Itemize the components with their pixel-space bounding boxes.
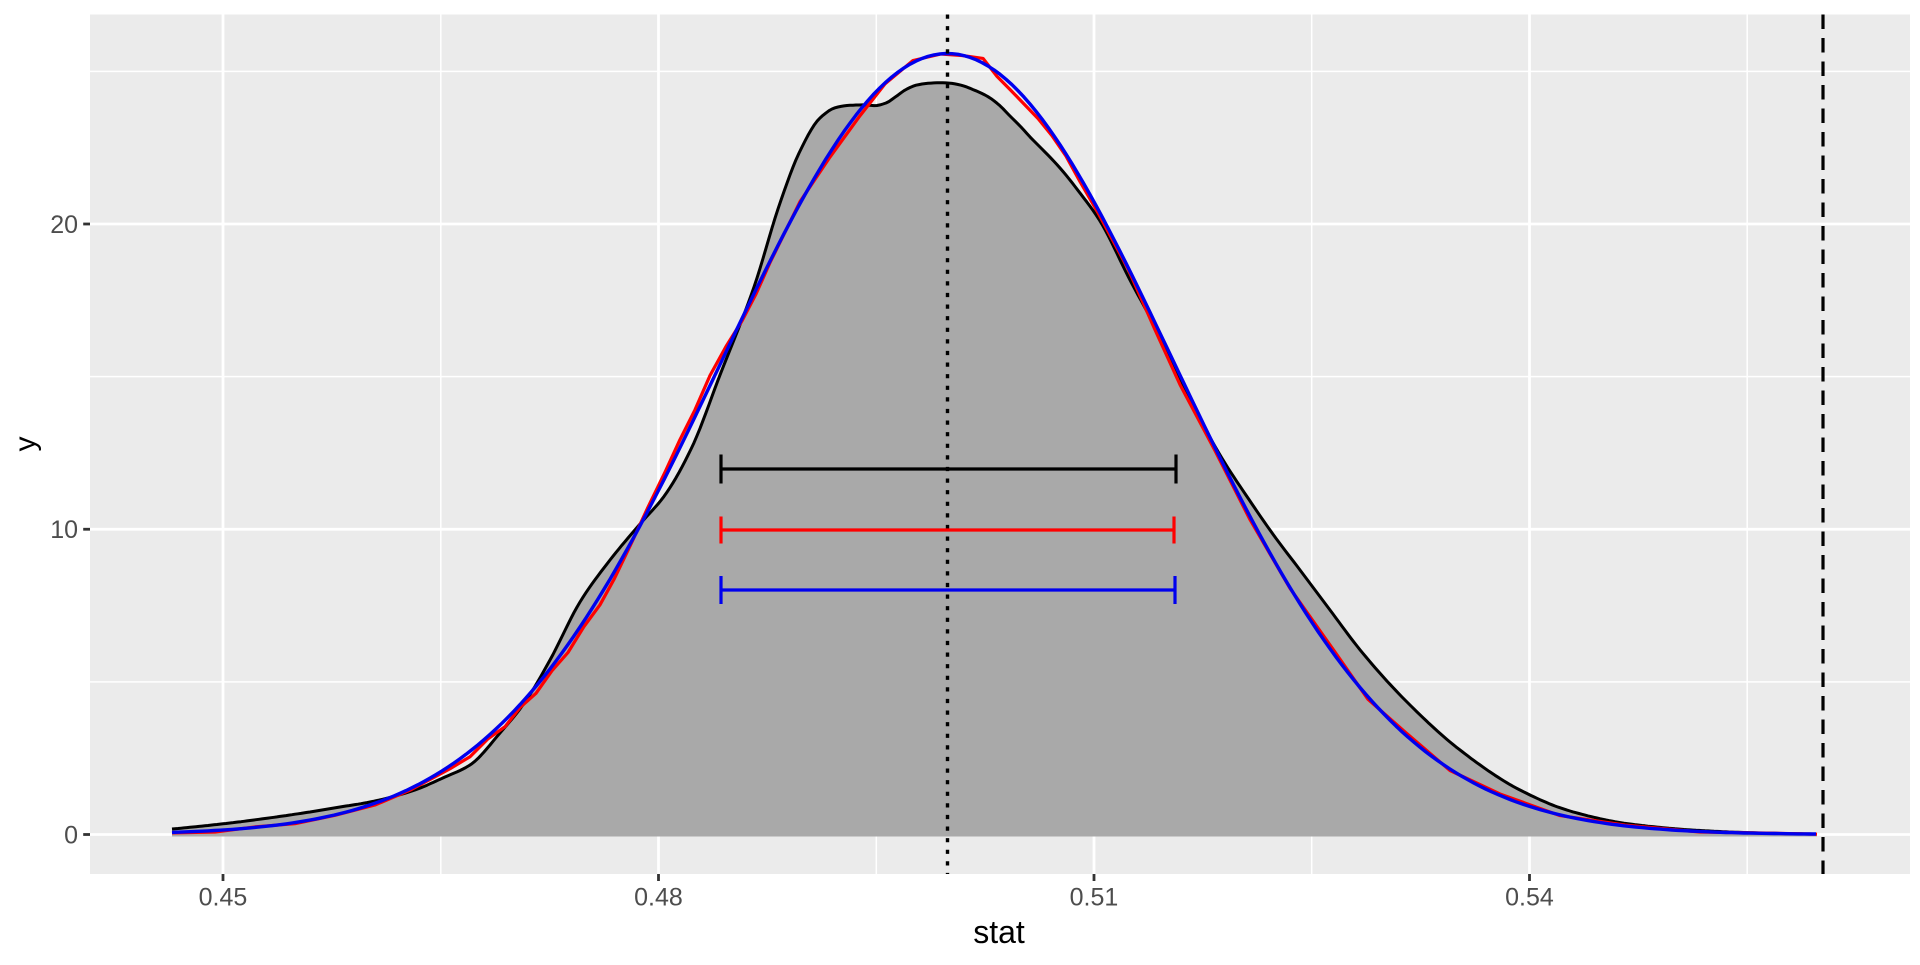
svg-text:10: 10: [50, 516, 78, 544]
svg-text:y: y: [9, 437, 42, 452]
svg-text:stat: stat: [973, 914, 1025, 950]
svg-text:0.48: 0.48: [634, 884, 683, 912]
svg-text:0.54: 0.54: [1505, 884, 1554, 912]
svg-text:0.51: 0.51: [1070, 884, 1119, 912]
svg-text:20: 20: [50, 211, 78, 239]
svg-text:0: 0: [64, 821, 78, 849]
svg-text:0.45: 0.45: [199, 884, 248, 912]
